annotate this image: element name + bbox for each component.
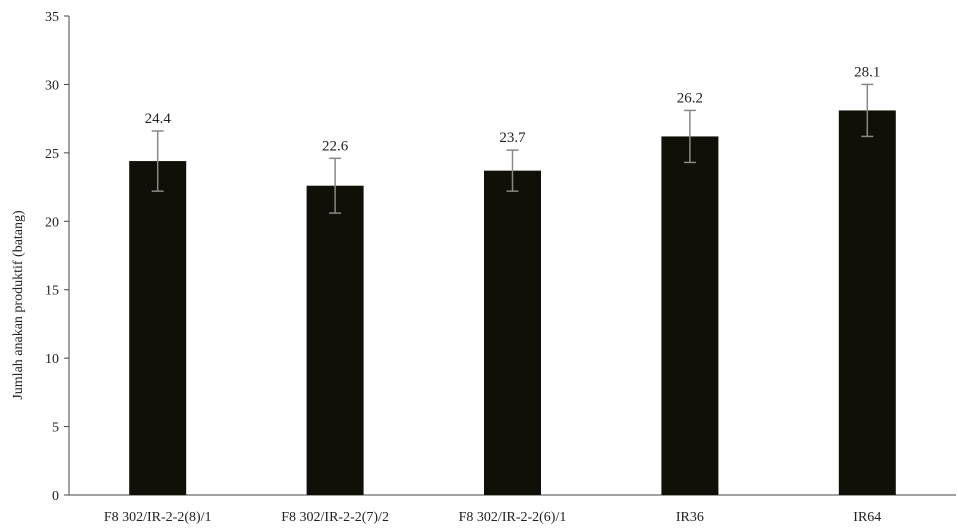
y-tick-label: 5 (52, 421, 59, 436)
bar (484, 170, 541, 496)
y-tick-label: 10 (45, 352, 59, 367)
chart-marks: 0 5 10 15 20 25 30 35 24.4 F8 302/IR-2-2(8)/1 22.6… (45, 10, 956, 525)
y-tick-label: 20 (45, 215, 59, 230)
data-label: 26.2 (677, 90, 703, 106)
y-tick-label: 25 (45, 147, 59, 162)
x-category-label: F8 302/IR-2-2(6)/1 (459, 510, 567, 525)
data-label: 24.4 (145, 111, 172, 127)
x-category-label: F8 302/IR-2-2(8)/1 (104, 510, 212, 525)
y-tick-label: 15 (45, 284, 59, 299)
bar (306, 185, 364, 495)
data-label: 22.6 (322, 138, 349, 154)
y-tick-label: 30 (45, 78, 59, 93)
data-label: 23.7 (499, 130, 526, 146)
x-category-label: F8 302/IR-2-2(7)/2 (281, 510, 389, 525)
bar (129, 161, 187, 495)
y-tick-label: 0 (52, 489, 59, 504)
y-tick-label: 35 (45, 10, 59, 25)
y-axis-title: Jumlah anakan produktif (batang) (11, 210, 26, 400)
bar (661, 136, 719, 496)
x-category-label: IR36 (676, 510, 704, 525)
data-label: 28.1 (854, 64, 880, 80)
bar (838, 110, 896, 495)
x-category-label: IR64 (853, 510, 881, 525)
